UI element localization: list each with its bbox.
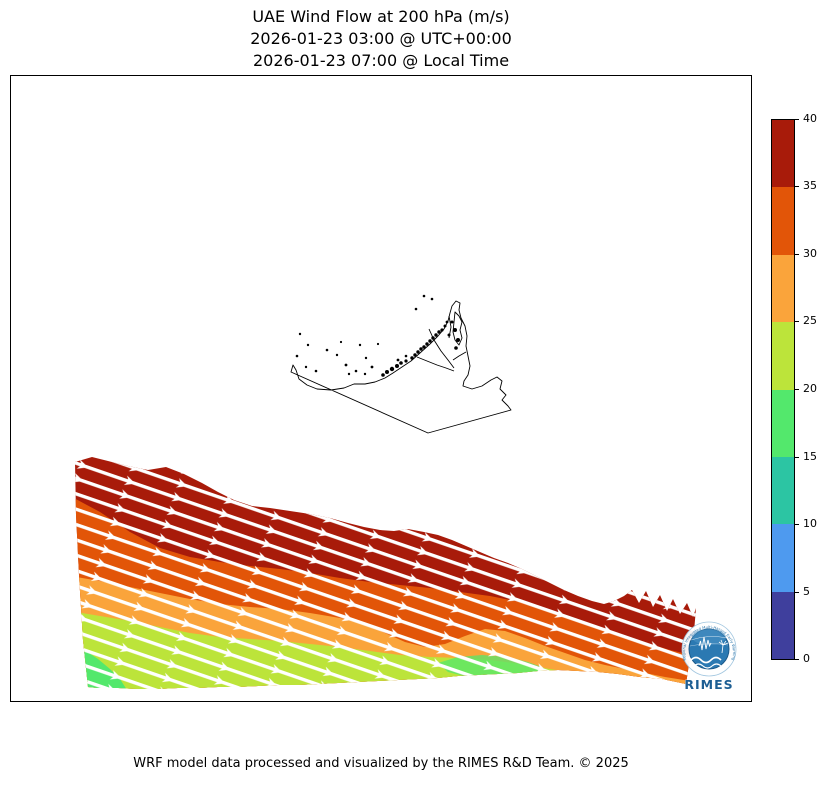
colorbar-seg-0-5 [772, 591, 794, 659]
colorbar-tick-label: 15 [803, 450, 817, 463]
colorbar-tick-label: 30 [803, 247, 817, 260]
colorbar-tick-label: 5 [803, 585, 810, 598]
colorbar-seg-25-30 [772, 254, 794, 323]
colorbar-tick [795, 659, 799, 660]
colorbar-seg-15-20 [772, 389, 794, 457]
colorbar-tick-label: 20 [803, 382, 817, 395]
logo-wave-2 [693, 663, 722, 669]
logo-seismograph [698, 636, 712, 651]
colorbar-seg-10-15 [772, 456, 794, 525]
logo-latitude-line [690, 636, 728, 641]
colorbar-tick [795, 389, 799, 390]
chart-subtitle-utc: 2026-01-23 03:00 @ UTC+00:00 [250, 29, 512, 48]
colorbar-tick-label: 40 [803, 112, 817, 125]
colorbar-tick-label: 35 [803, 179, 817, 192]
colorbar-seg-30-35 [772, 187, 794, 255]
colorbar-tick [795, 457, 799, 458]
title-block: UAE Wind Flow at 200 hPa (m/s) 2026-01-2… [10, 6, 752, 72]
attribution-text: WRF model data processed and visualized … [133, 756, 629, 771]
colorbar-swatch-stack [771, 119, 795, 660]
logo-palm [718, 639, 729, 654]
uae-map-islands [295, 294, 460, 377]
wind-band [75, 457, 696, 689]
colorbar-tick [795, 254, 799, 255]
streamline-arrows [75, 457, 696, 689]
plot-canvas: Regional Integrated Multi-Hazard Early W… [11, 76, 737, 692]
colorbar-seg-20-25 [772, 322, 794, 390]
uae-map-outline [290, 300, 512, 434]
colorbar-tick-label: 0 [803, 652, 810, 665]
colorbar: 40 35 30 25 20 15 10 5 0 [771, 112, 817, 665]
colorbar-seg-35-40 [772, 120, 794, 188]
plot-area: Regional Integrated Multi-Hazard Early W… [10, 75, 752, 702]
colorbar-tick-label: 10 [803, 517, 817, 530]
colorbar-tick [795, 592, 799, 593]
colorbar-tick [795, 119, 799, 120]
logo-wave [690, 656, 722, 664]
logo-wordmark: RIMES [684, 677, 733, 692]
colorbar-tick [795, 321, 799, 322]
colorbar-seg-5-10 [772, 524, 794, 592]
colorbar-tick [795, 524, 799, 525]
chart-subtitle-local: 2026-01-23 07:00 @ Local Time [252, 51, 510, 70]
chart-title: UAE Wind Flow at 200 hPa (m/s) [252, 7, 510, 26]
colorbar-tick [795, 186, 799, 187]
colorbar-tick-label: 25 [803, 314, 817, 327]
